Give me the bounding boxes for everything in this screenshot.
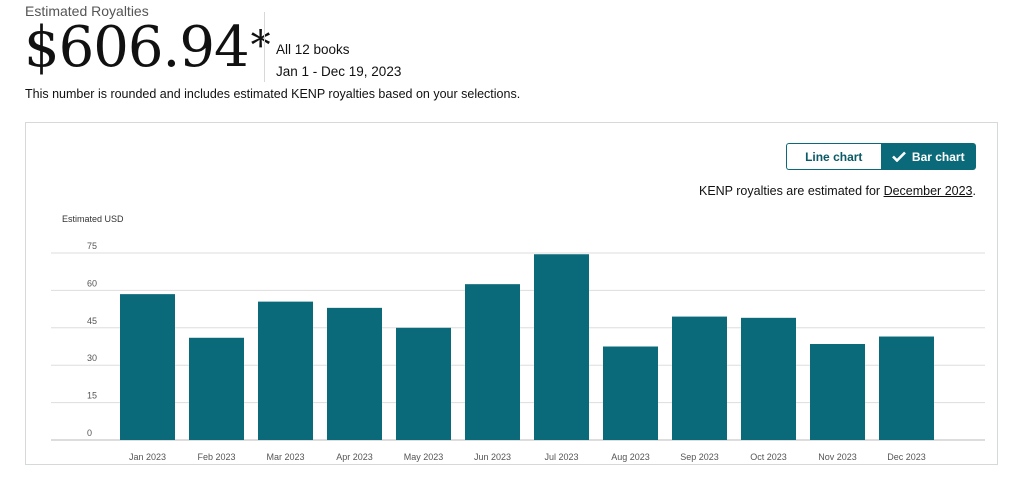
chart-card [25,122,998,465]
x-tick-label: Sep 2023 [680,452,719,462]
bar [258,301,313,440]
date-range: Jan 1 - Dec 19, 2023 [276,64,402,79]
y-tick-label: 60 [87,278,97,288]
y-tick-label: 75 [87,241,97,251]
kenp-note-suffix: . [972,184,976,198]
rounding-footnote: This number is rounded and includes esti… [25,87,521,101]
bar [396,327,451,440]
x-tick-label: Jun 2023 [474,452,511,462]
x-tick-label: Nov 2023 [818,452,857,462]
bar [327,307,382,440]
bar-chart-label: Bar chart [911,149,965,164]
x-tick-label: Jul 2023 [544,452,578,462]
total-royalties-value: $606.94* [24,14,271,82]
y-axis-title: Estimated USD [62,214,124,224]
line-chart-button[interactable]: Line chart [786,143,881,170]
kenp-month-link[interactable]: December 2023 [883,184,973,198]
bar [741,317,796,440]
x-tick-label: Mar 2023 [266,452,304,462]
bar [810,344,865,440]
summary-divider [264,12,265,82]
total-amount: $606.94 [24,15,250,80]
bar [672,316,727,440]
x-tick-label: Apr 2023 [336,452,373,462]
total-asterisk: * [250,23,271,69]
bar [465,284,520,440]
y-tick-label: 45 [87,316,97,326]
line-chart-label: Line chart [805,149,863,164]
estimated-royalties-label: Estimated Royalties [25,3,149,19]
kenp-note: KENP royalties are estimated for Decembe… [699,184,976,198]
bar [879,336,934,440]
x-tick-label: Oct 2023 [750,452,787,462]
y-tick-label: 15 [87,391,97,401]
bar [603,346,658,440]
bar [120,294,175,440]
x-tick-label: Aug 2023 [611,452,650,462]
bar [189,337,244,440]
chart-type-toggle: Line chart Bar chart [786,143,976,170]
x-tick-label: Feb 2023 [197,452,235,462]
x-tick-label: Dec 2023 [887,452,926,462]
bar-chart-button[interactable]: Bar chart [880,143,976,170]
kenp-note-prefix: KENP royalties are estimated for [698,184,884,198]
bar [534,254,589,440]
x-tick-label: Jan 2023 [129,452,166,462]
x-tick-label: May 2023 [404,452,444,462]
books-scope: All 12 books [276,42,350,57]
y-tick-label: 0 [87,428,92,438]
y-tick-label: 30 [87,353,97,363]
checkmark-icon [891,151,906,162]
